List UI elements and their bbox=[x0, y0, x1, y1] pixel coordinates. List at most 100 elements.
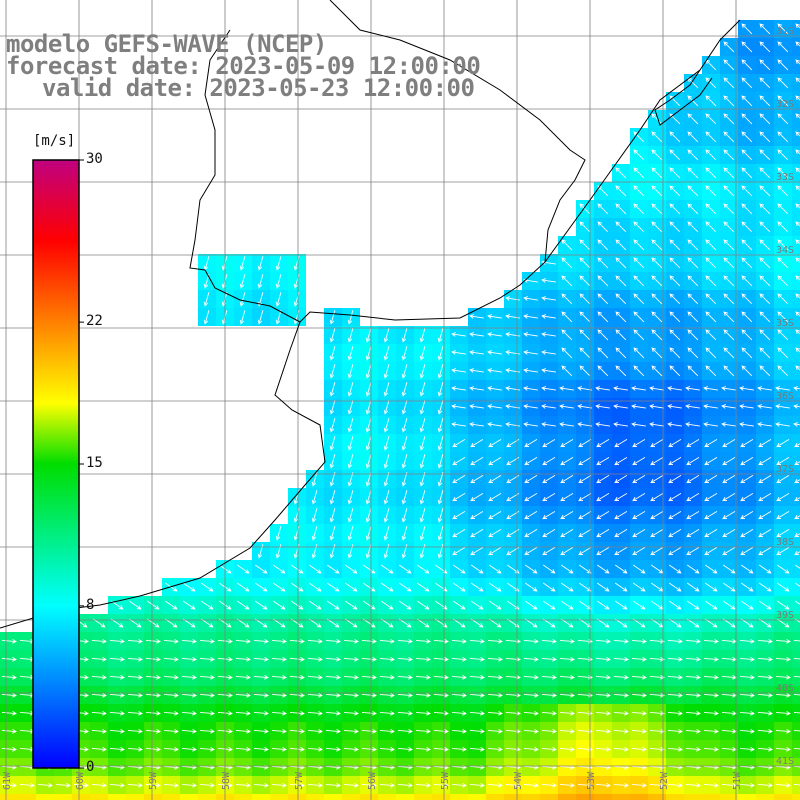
wind-arrow bbox=[794, 550, 800, 556]
wind-arrow bbox=[235, 656, 251, 662]
wind-arrow bbox=[524, 439, 538, 448]
wind-arrow bbox=[488, 600, 502, 610]
wind-arrow bbox=[1, 638, 17, 644]
wind-arrow bbox=[597, 365, 609, 377]
wind-arrow bbox=[579, 365, 591, 377]
wind-arrow bbox=[325, 728, 341, 734]
wind-arrow bbox=[668, 493, 682, 502]
wind-arrow bbox=[433, 746, 449, 752]
wind-arrow bbox=[145, 692, 161, 698]
wind-arrow bbox=[469, 332, 484, 337]
wind-arrow bbox=[275, 274, 282, 289]
wind-speed-cell bbox=[630, 794, 648, 800]
wind-arrow bbox=[419, 382, 426, 397]
wind-speed-cell bbox=[792, 344, 800, 362]
wind-arrow bbox=[383, 382, 390, 397]
wind-arrow bbox=[632, 529, 646, 538]
wind-arrow bbox=[578, 529, 592, 538]
wind-arrow bbox=[704, 547, 718, 556]
wind-speed-cell bbox=[792, 74, 800, 92]
wind-arrow bbox=[704, 439, 718, 448]
wind-arrow bbox=[704, 475, 718, 484]
wind-speed-cell bbox=[792, 20, 800, 38]
wind-arrow bbox=[668, 475, 682, 484]
wind-arrow bbox=[793, 639, 800, 642]
wind-arrow bbox=[703, 710, 719, 716]
wind-arrow bbox=[686, 600, 700, 610]
wind-arrow bbox=[523, 350, 538, 355]
wind-arrow bbox=[127, 782, 143, 788]
wind-arrow bbox=[523, 692, 539, 698]
valid-date: valid date: 2023-05-23 12:00:00 bbox=[42, 74, 475, 102]
wind-arrow bbox=[1, 782, 17, 788]
wind-arrow bbox=[127, 692, 143, 698]
wind-arrow bbox=[329, 490, 336, 505]
wind-arrow bbox=[740, 529, 754, 538]
wind-arrow bbox=[578, 511, 592, 520]
wind-arrow bbox=[793, 675, 800, 678]
wind-arrow bbox=[741, 293, 753, 305]
wind-arrow bbox=[383, 526, 390, 541]
wind-arrow bbox=[705, 167, 717, 179]
wind-arrow bbox=[595, 782, 611, 788]
wind-arrow bbox=[470, 529, 484, 538]
wind-arrow bbox=[723, 329, 735, 341]
wind-arrow bbox=[597, 329, 609, 341]
wind-arrow bbox=[793, 657, 800, 660]
wind-speed-cell bbox=[792, 56, 800, 74]
wind-arrow bbox=[739, 728, 755, 734]
wind-arrow bbox=[687, 365, 699, 377]
wind-speed-cell bbox=[738, 794, 756, 800]
wind-arrow bbox=[329, 400, 336, 415]
wind-arrow bbox=[487, 422, 502, 427]
wind-arrow bbox=[685, 746, 701, 752]
wind-arrow bbox=[451, 710, 467, 716]
wind-arrow bbox=[795, 23, 800, 29]
wind-arrow bbox=[669, 347, 681, 359]
wind-arrow bbox=[559, 638, 575, 644]
wind-arrow bbox=[253, 674, 269, 680]
wind-arrow bbox=[721, 386, 736, 391]
wind-arrow bbox=[667, 746, 683, 752]
wind-arrow bbox=[795, 275, 800, 281]
wind-arrow bbox=[505, 782, 521, 788]
wind-arrow bbox=[777, 203, 789, 215]
wind-arrow bbox=[668, 600, 682, 610]
wind-arrow bbox=[401, 418, 408, 433]
wind-arrow bbox=[91, 710, 107, 716]
wind-arrow bbox=[523, 386, 538, 391]
wind-arrow bbox=[559, 728, 575, 734]
wind-arrow bbox=[451, 782, 467, 788]
wind-arrow bbox=[669, 293, 681, 305]
wind-arrow bbox=[705, 149, 717, 161]
wind-arrow bbox=[632, 457, 646, 466]
wind-arrow bbox=[741, 185, 753, 197]
wind-arrow bbox=[181, 746, 197, 752]
wind-arrow bbox=[722, 493, 736, 502]
wind-arrow bbox=[347, 328, 354, 343]
wind-arrow bbox=[759, 365, 771, 377]
wind-speed-cell bbox=[72, 794, 90, 800]
wind-arrow bbox=[777, 95, 789, 107]
wind-arrow bbox=[325, 746, 341, 752]
latitude-label: 32S bbox=[776, 99, 794, 110]
wind-arrow bbox=[307, 782, 323, 788]
wind-arrow bbox=[163, 782, 179, 788]
wind-arrow bbox=[415, 692, 431, 698]
wind-arrow bbox=[775, 386, 790, 391]
wind-arrow bbox=[383, 508, 390, 523]
wind-arrow bbox=[361, 656, 377, 662]
wind-arrow bbox=[667, 656, 683, 662]
wind-arrow bbox=[325, 692, 341, 698]
wind-arrow bbox=[451, 386, 466, 391]
wind-arrow bbox=[329, 346, 336, 361]
wind-arrow bbox=[613, 404, 628, 409]
wind-arrow bbox=[433, 656, 449, 662]
wind-arrow bbox=[795, 311, 800, 317]
wind-arrow bbox=[777, 23, 789, 35]
wind-arrow bbox=[722, 529, 736, 538]
wind-arrow bbox=[523, 638, 539, 644]
colorbar bbox=[32, 159, 84, 769]
wind-arrow bbox=[487, 386, 502, 391]
wind-speed-cell bbox=[792, 506, 800, 524]
